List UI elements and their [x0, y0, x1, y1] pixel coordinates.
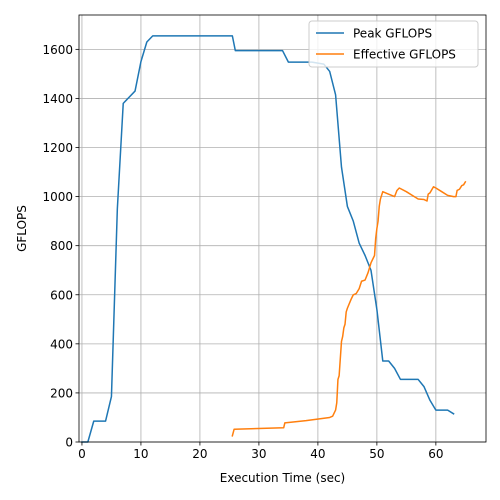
y-tick-label: 1400 [42, 92, 73, 106]
x-tick-label: 20 [192, 447, 207, 461]
series-line-effective-gflops [231, 180, 467, 437]
legend-label-effective-gflops: Effective GFLOPS [353, 48, 456, 62]
y-tick-label: 1600 [42, 43, 73, 57]
x-tick-label: 10 [133, 447, 148, 461]
x-tick-label: 50 [369, 447, 384, 461]
x-tick-label: 40 [310, 447, 325, 461]
legend-label-peak-gflops: Peak GFLOPS [353, 27, 432, 41]
y-tick-label: 400 [50, 337, 73, 351]
x-tick-label: 60 [428, 447, 443, 461]
series-layer [81, 35, 467, 443]
y-tick-label: 600 [50, 288, 73, 302]
y-tick-label: 800 [50, 239, 73, 253]
y-tick-label: 200 [50, 386, 73, 400]
legend-box [308, 20, 479, 68]
y-axis-ticks: 0 200 400 600 800 1000 1200 1400 1600 [42, 43, 79, 450]
y-tick-label: 0 [65, 436, 73, 450]
x-tick-label: 0 [78, 447, 86, 461]
x-tick-label: 30 [251, 447, 266, 461]
y-tick-label: 1000 [42, 190, 73, 204]
plot-frame [78, 14, 487, 443]
x-axis-label: Execution Time (sec) [220, 471, 345, 485]
y-axis-label: GFLOPS [15, 205, 29, 252]
y-tick-label: 1200 [42, 141, 73, 155]
x-axis-ticks: 0 10 20 30 40 50 60 [78, 442, 444, 461]
series-line-peak-gflops [81, 35, 455, 443]
legend: Peak GFLOPS Effective GFLOPS [308, 20, 479, 68]
